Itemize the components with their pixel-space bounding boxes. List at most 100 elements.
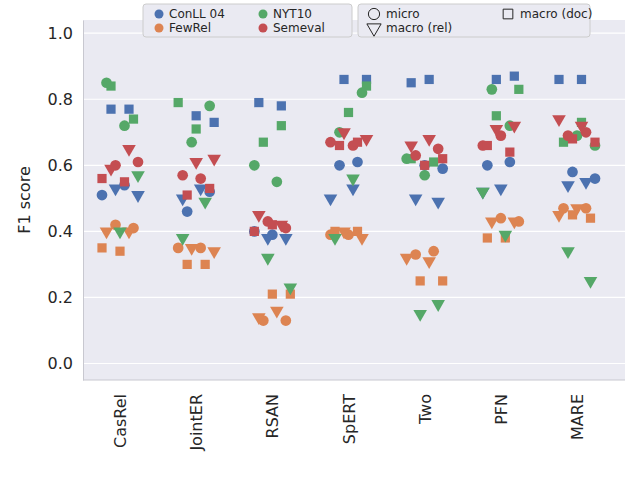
point [422, 135, 436, 147]
point [590, 138, 599, 147]
point [419, 160, 430, 171]
x-axis-line [83, 380, 625, 381]
legend-marker [503, 9, 513, 19]
point [186, 137, 197, 148]
point [271, 176, 282, 187]
x-tick-label: RSAN [263, 394, 282, 438]
point [120, 177, 129, 186]
point [195, 173, 206, 184]
point [337, 128, 351, 140]
point [261, 254, 275, 266]
point [419, 170, 430, 181]
x-tick: JointER [187, 380, 206, 452]
grid [83, 33, 625, 363]
point [568, 210, 577, 219]
point [201, 260, 210, 269]
chart: 0.00.20.40.60.81.0CasRelJointERRSANSpERT… [0, 0, 640, 480]
point [185, 244, 199, 256]
point [407, 78, 416, 87]
point [438, 154, 447, 163]
point [335, 141, 344, 150]
point [280, 315, 291, 326]
point [554, 75, 563, 84]
point [476, 188, 490, 200]
point [492, 75, 501, 84]
point [115, 247, 124, 256]
point [268, 290, 277, 299]
legend-marker [368, 8, 379, 19]
point [131, 191, 145, 203]
point [438, 276, 447, 285]
point [334, 160, 345, 171]
point [277, 121, 286, 130]
point [352, 157, 363, 168]
legend-label: FewRel [169, 21, 211, 35]
point [428, 246, 439, 257]
point [561, 181, 575, 193]
point [561, 247, 575, 259]
point [437, 163, 448, 174]
point [183, 190, 192, 199]
point [324, 194, 338, 206]
point [492, 111, 501, 120]
x-tick-label: Two [416, 394, 435, 425]
point [508, 218, 522, 230]
grid-line [83, 363, 625, 364]
legend-swatch [259, 10, 268, 19]
point [579, 178, 593, 190]
point [106, 105, 115, 114]
x-tick-label: JointER [187, 394, 206, 452]
point [339, 75, 348, 84]
grid-line [83, 99, 625, 100]
x-tick: Two [416, 380, 435, 425]
legend-swatch [155, 24, 164, 33]
y-tick-label: 0.4 [48, 222, 73, 241]
y-tick: 1.0 [48, 24, 83, 43]
point [400, 254, 414, 266]
point [252, 313, 266, 325]
point [250, 227, 259, 236]
point [416, 276, 425, 285]
point [189, 158, 203, 170]
point [124, 105, 133, 114]
point [510, 72, 519, 81]
legend-marker [367, 24, 381, 36]
point [429, 157, 438, 166]
point [353, 138, 362, 147]
y-tick-label: 0.6 [48, 156, 73, 175]
point [482, 160, 493, 171]
point [508, 122, 522, 134]
y-tick-label: 1.0 [48, 24, 73, 43]
point [552, 115, 566, 127]
point [431, 198, 445, 210]
point [249, 160, 260, 171]
plot-background [83, 20, 625, 380]
legend-label: micro [386, 7, 420, 21]
point [113, 227, 127, 239]
y-tick: 0.6 [48, 156, 83, 175]
point [122, 145, 136, 157]
point [97, 174, 106, 183]
point [259, 138, 268, 147]
point [284, 284, 298, 296]
point [499, 231, 513, 243]
point [270, 307, 284, 319]
point [362, 81, 371, 90]
point [182, 206, 193, 217]
y-tick-label: 0.2 [48, 288, 73, 307]
point [404, 142, 418, 154]
point [483, 233, 492, 242]
point [328, 234, 342, 246]
point [261, 234, 275, 246]
point [514, 85, 523, 94]
point [568, 134, 577, 143]
y-tick: 0.2 [48, 288, 83, 307]
point [575, 122, 589, 134]
point [176, 234, 190, 246]
point [486, 84, 497, 95]
point [119, 120, 130, 131]
point [567, 167, 578, 178]
point [325, 137, 336, 148]
x-tick-label: CasRel [111, 394, 130, 448]
point [431, 300, 445, 312]
